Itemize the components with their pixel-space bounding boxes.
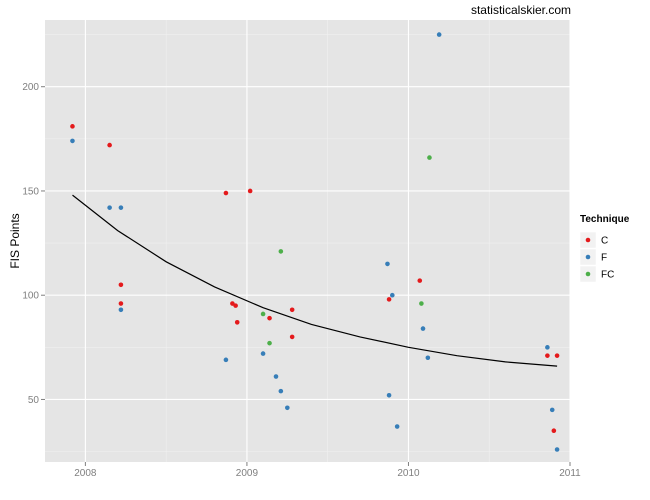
legend-title: Technique — [580, 214, 630, 225]
data-point-c — [118, 282, 124, 288]
data-point-f — [545, 345, 550, 350]
data-point-f — [285, 405, 290, 411]
data-point-f — [394, 424, 400, 429]
data-point-f — [554, 447, 560, 452]
legend-label-c: C — [601, 236, 608, 247]
data-point-f — [107, 205, 112, 210]
data-point-f — [436, 32, 442, 37]
y-axis-ticks: 50 100 150 200 — [22, 82, 45, 406]
major-gridlines — [45, 20, 571, 462]
watermark-text: statisticalskier.com — [471, 3, 571, 17]
data-point-f — [386, 392, 392, 398]
minor-gridlines — [45, 20, 570, 462]
legend-key-fc — [585, 271, 591, 277]
data-point-c — [70, 124, 75, 129]
data-point-fc — [260, 311, 266, 317]
data-point-fc — [419, 301, 424, 306]
y-tick-label: 150 — [22, 186, 39, 197]
data-point-c — [289, 334, 295, 340]
data-point-c — [234, 320, 240, 325]
data-point-f — [390, 292, 395, 298]
data-point-f — [70, 138, 75, 144]
y-tick-label: 50 — [28, 395, 40, 406]
data-point-c — [289, 307, 295, 313]
data-point-c — [223, 190, 229, 196]
data-point-c — [417, 278, 423, 283]
x-tick-label: 2010 — [397, 468, 420, 479]
x-tick-label: 2011 — [559, 468, 581, 479]
legend: Technique CF FC — [579, 214, 630, 283]
data-point-f — [118, 307, 124, 313]
data-point-f — [385, 261, 390, 267]
plot-background — [45, 20, 570, 462]
data-point-fc — [427, 155, 432, 160]
data-point-f — [425, 355, 431, 361]
data-point-c — [386, 297, 392, 302]
data-point-f — [273, 374, 279, 379]
data-point-f — [420, 326, 426, 331]
data-point-f — [278, 388, 284, 394]
legend-key-c — [585, 237, 591, 243]
data-point-f — [260, 351, 266, 356]
data-point-f — [118, 205, 124, 210]
x-tick-label: 2008 — [74, 468, 97, 479]
data-point-c — [233, 303, 238, 308]
data-point-fc — [278, 249, 284, 254]
data-point-fc — [267, 340, 272, 346]
y-axis-title: FIS Points — [8, 213, 22, 268]
x-axis-ticks: 2008 2009 2010 2011 — [74, 462, 581, 479]
legend-label-f: F — [601, 253, 607, 264]
data-point-c — [118, 301, 124, 306]
data-points — [70, 32, 560, 452]
data-point-c — [247, 188, 253, 194]
data-point-c — [107, 142, 112, 148]
x-tick-label: 2009 — [236, 468, 259, 479]
data-point-c — [551, 428, 557, 434]
data-point-c — [554, 353, 560, 358]
data-point-f — [549, 407, 555, 413]
data-point-c — [545, 353, 550, 358]
legend-label-fc: FC — [601, 270, 614, 281]
y-tick-label: 100 — [22, 291, 39, 302]
data-point-f — [223, 357, 229, 363]
data-point-c — [267, 315, 272, 321]
legend-key-f — [585, 254, 591, 260]
trend-line — [72, 194, 558, 367]
y-tick-label: 200 — [22, 82, 39, 93]
